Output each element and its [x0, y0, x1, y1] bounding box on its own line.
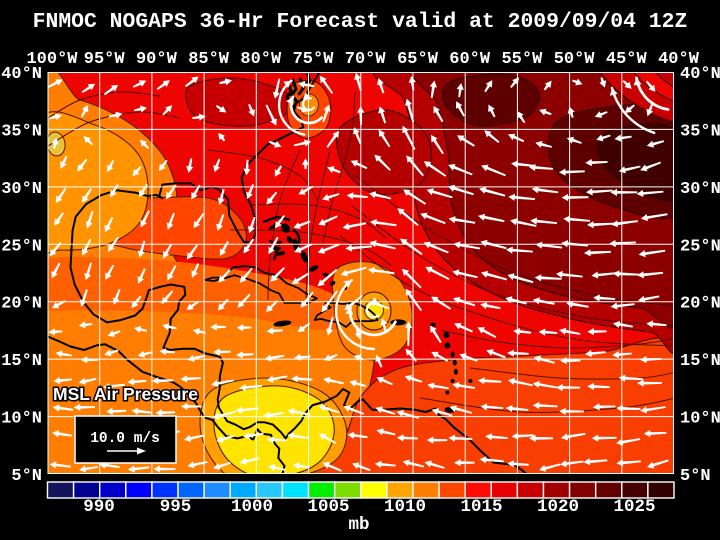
svg-text:35°N: 35°N	[1, 122, 42, 141]
svg-text:5°N: 5°N	[680, 467, 711, 486]
svg-text:990: 990	[83, 497, 115, 517]
svg-text:30°N: 30°N	[1, 180, 42, 199]
svg-text:MSL Air Pressure: MSL Air Pressure	[53, 384, 198, 404]
svg-text:1010: 1010	[384, 497, 426, 517]
svg-text:1000: 1000	[231, 497, 273, 517]
svg-text:10°N: 10°N	[1, 410, 42, 429]
svg-text:65°W: 65°W	[397, 50, 439, 69]
svg-text:5°N: 5°N	[11, 467, 42, 486]
svg-text:85°W: 85°W	[188, 50, 230, 69]
svg-text:100°W: 100°W	[26, 50, 78, 69]
svg-text:60°W: 60°W	[449, 50, 491, 69]
svg-text:75°W: 75°W	[293, 50, 335, 69]
svg-text:FNMOC NOGAPS 36-Hr Forecast va: FNMOC NOGAPS 36-Hr Forecast valid at 200…	[33, 10, 688, 34]
svg-text:1015: 1015	[460, 497, 502, 517]
svg-text:50°W: 50°W	[554, 50, 596, 69]
svg-text:1005: 1005	[307, 497, 349, 517]
svg-text:70°W: 70°W	[345, 50, 387, 69]
svg-text:10.0 m/s: 10.0 m/s	[90, 431, 160, 447]
svg-text:25°N: 25°N	[680, 237, 720, 256]
svg-text:1025: 1025	[613, 497, 655, 517]
svg-text:25°N: 25°N	[1, 237, 42, 256]
svg-text:15°N: 15°N	[680, 352, 720, 371]
svg-text:80°W: 80°W	[240, 50, 282, 69]
svg-text:30°N: 30°N	[680, 180, 720, 199]
svg-text:40°N: 40°N	[680, 65, 720, 84]
svg-text:40°N: 40°N	[1, 65, 42, 84]
svg-text:90°W: 90°W	[136, 50, 178, 69]
svg-text:20°N: 20°N	[1, 295, 42, 314]
svg-text:35°N: 35°N	[680, 122, 720, 141]
svg-text:1020: 1020	[537, 497, 579, 517]
svg-text:55°W: 55°W	[501, 50, 543, 69]
svg-text:40°W: 40°W	[658, 50, 700, 69]
svg-text:mb: mb	[348, 515, 369, 535]
svg-text:10°N: 10°N	[680, 410, 720, 429]
svg-text:45°W: 45°W	[606, 50, 648, 69]
svg-text:15°N: 15°N	[1, 352, 42, 371]
svg-text:20°N: 20°N	[680, 295, 720, 314]
svg-text:95°W: 95°W	[84, 50, 126, 69]
svg-text:995: 995	[160, 497, 192, 517]
